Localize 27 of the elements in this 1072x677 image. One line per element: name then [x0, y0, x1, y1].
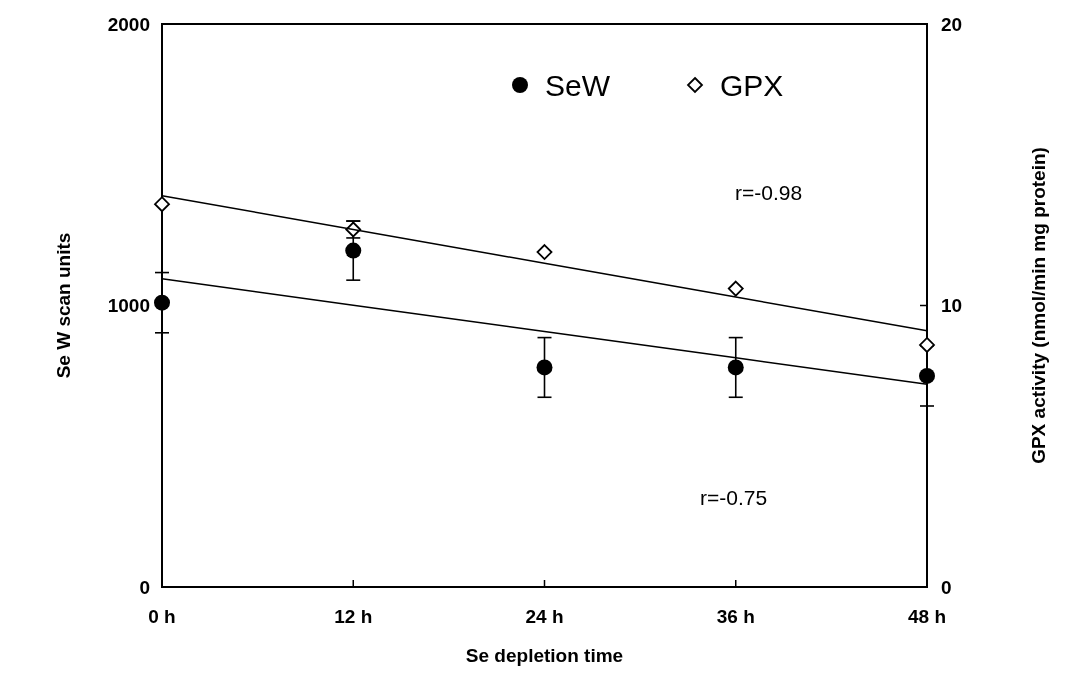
point [727, 280, 744, 297]
point [536, 359, 553, 376]
point [727, 359, 744, 376]
legend-label: GPX [720, 68, 784, 102]
annotation: r=-0.75 [700, 486, 768, 509]
y2-axis-title: GPX activity (nmol/min mg protein) [1028, 147, 1049, 464]
x-tick-label: 24 h [525, 606, 564, 627]
y-tick-label: 2000 [107, 13, 150, 35]
point [919, 367, 935, 384]
x-axis-title: Se depletion time [465, 645, 624, 666]
point [919, 337, 935, 353]
x-tick-label: 48 h [907, 606, 947, 627]
point [536, 244, 553, 260]
y-tick-label: 1000 [107, 295, 150, 317]
y2-tick-label: 0 [941, 576, 952, 598]
y2-tick-label: 20 [941, 13, 963, 35]
point [345, 242, 362, 259]
x-tick-label: 36 h [716, 606, 755, 627]
point [154, 196, 170, 213]
x-tick-label: 12 h [334, 606, 373, 627]
y-axis-title: Se W scan units [53, 232, 74, 379]
y2-tick-label: 10 [941, 295, 963, 317]
legend-label: SeW [545, 68, 611, 102]
x-tick-label: 0 h [148, 606, 176, 627]
annotation: r=-0.98 [735, 181, 803, 204]
point [154, 294, 170, 311]
y-tick-label: 0 [139, 576, 150, 598]
